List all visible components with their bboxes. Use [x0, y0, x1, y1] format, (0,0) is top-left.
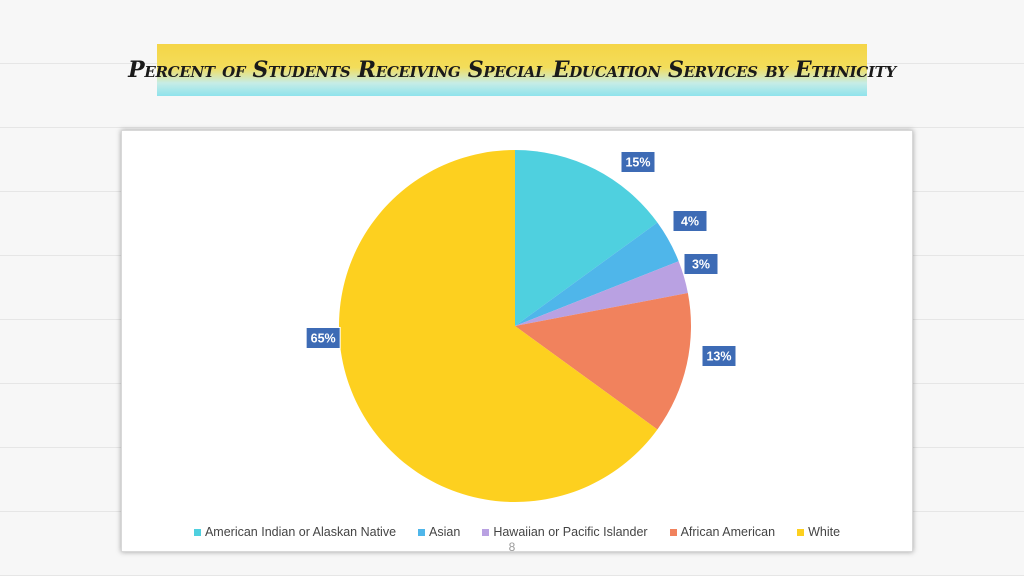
legend-label: White	[808, 525, 841, 539]
chart-legend: American Indian or Alaskan Native Asian Ha…	[122, 525, 912, 539]
legend-label: Hawaiian or Pacific Islander	[493, 525, 648, 539]
page-number: 8	[508, 540, 516, 554]
data-label-american-indian-or-alaskan-native: 15%	[620, 151, 656, 173]
legend-label: African American	[680, 525, 776, 539]
slide-title: Percent of Students Receiving Special Ed…	[128, 57, 896, 83]
legend-item-african-american: African American	[669, 525, 776, 539]
legend-swatch	[482, 528, 490, 536]
legend-swatch	[669, 528, 677, 536]
pie-slice-african-american	[515, 293, 691, 430]
legend-item-white: White	[797, 525, 840, 539]
svg-text:3%: 3%	[692, 258, 710, 272]
legend-swatch	[193, 528, 201, 536]
svg-text:4%: 4%	[681, 215, 699, 229]
title-banner: Percent of Students Receiving Special Ed…	[128, 44, 896, 96]
svg-text:13%: 13%	[706, 350, 731, 364]
data-label-hawaiian-or-pacific-islander: 3%	[683, 253, 719, 275]
legend-swatch	[797, 528, 805, 536]
legend-item-asian: Asian	[418, 525, 460, 539]
pie-chart: 15% 4% 3% 13% 65%	[305, 150, 737, 502]
data-label-white: 65%	[305, 327, 341, 349]
legend-label: Asian	[429, 525, 461, 539]
legend-label: American Indian or Alaskan Native	[204, 525, 397, 539]
svg-text:65%: 65%	[311, 332, 336, 346]
data-label-asian: 4%	[672, 210, 708, 232]
pie-slice-american-indian-or-alaskan-native	[515, 150, 658, 326]
legend-item-american-indian-or-alaskan-native: American Indian or Alaskan Native	[193, 525, 397, 539]
legend-item-hawaiian-or-pacific-islander: Hawaiian or Pacific Islander	[482, 525, 648, 539]
pie-slice-hawaiian-or-pacific-islander	[515, 261, 688, 326]
pie-slice-asian	[515, 222, 679, 326]
pie-slice-white	[338, 150, 658, 502]
legend-swatch	[418, 528, 426, 536]
svg-text:15%: 15%	[625, 156, 650, 170]
chart-container: 15% 4% 3% 13% 65% American Indian or Alaskan…	[121, 130, 913, 552]
data-label-african-american: 13%	[701, 345, 737, 367]
